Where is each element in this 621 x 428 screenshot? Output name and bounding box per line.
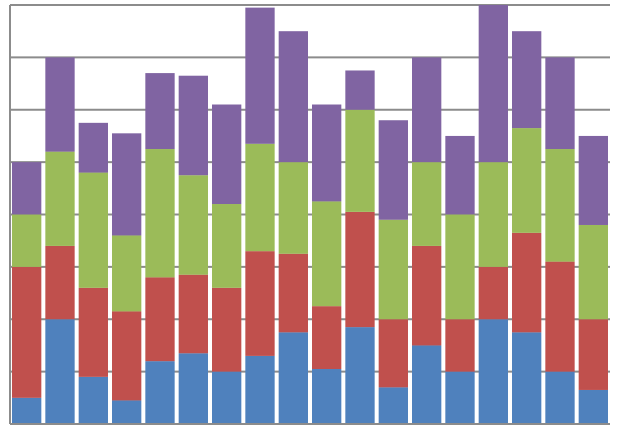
bar-segment-18-series-3 (578, 224, 608, 320)
bar-segment-11-series-2 (345, 211, 375, 328)
bar-segment-6-series-3 (178, 175, 208, 275)
bar-segment-1-series-1 (12, 397, 42, 424)
bar-segment-2-series-1 (45, 319, 75, 424)
bar-segment-1-series-2 (12, 266, 42, 398)
bar-segment-2-series-4 (45, 57, 75, 152)
bar-segment-16-series-3 (512, 128, 542, 233)
bar-segment-9-series-2 (278, 253, 308, 333)
bar-segment-15-series-1 (478, 319, 508, 424)
bar-segment-18-series-4 (578, 135, 608, 225)
bar-segment-3-series-3 (78, 172, 108, 288)
bar-segment-13-series-1 (412, 345, 442, 424)
bar-segment-18-series-1 (578, 389, 608, 424)
bar-segment-4-series-4 (112, 133, 142, 236)
bar-segment-8-series-4 (245, 7, 275, 144)
bar-segment-16-series-2 (512, 232, 542, 333)
bar-segment-17-series-3 (545, 149, 575, 262)
bar-segment-4-series-2 (112, 311, 142, 401)
bar-segment-2-series-2 (45, 245, 75, 320)
bar-segment-12-series-3 (378, 219, 408, 320)
bar-segment-13-series-3 (412, 162, 442, 246)
bar-segment-7-series-3 (212, 204, 242, 288)
bar-segment-10-series-1 (312, 369, 342, 424)
bar-segment-9-series-4 (278, 31, 308, 163)
bar-segment-6-series-4 (178, 75, 208, 176)
bar-segment-9-series-3 (278, 162, 308, 254)
bar-segment-7-series-2 (212, 287, 242, 372)
bar-segment-4-series-1 (112, 400, 142, 424)
bar-segment-16-series-4 (512, 31, 542, 129)
bar-segment-12-series-2 (378, 319, 408, 388)
bar-segment-15-series-2 (478, 266, 508, 320)
bar-segment-1-series-3 (12, 214, 42, 267)
bar-segment-8-series-2 (245, 251, 275, 356)
bar-segment-16-series-1 (512, 332, 542, 424)
bar-segment-3-series-4 (78, 122, 108, 173)
bar-segment-10-series-4 (312, 104, 342, 202)
bar-segment-17-series-2 (545, 261, 575, 372)
bar-segment-6-series-1 (178, 353, 208, 424)
bar-segment-3-series-2 (78, 287, 108, 377)
bar-segment-3-series-1 (78, 376, 108, 424)
bar-segment-17-series-1 (545, 371, 575, 425)
bar-segment-14-series-3 (445, 214, 475, 320)
bar-segment-14-series-1 (445, 371, 475, 425)
bar-segment-2-series-3 (45, 151, 75, 246)
bar-segment-11-series-3 (345, 109, 375, 212)
bar-segment-1-series-4 (12, 162, 42, 215)
bar-segment-12-series-1 (378, 387, 408, 424)
bar-segment-15-series-4 (478, 5, 508, 163)
bar-segment-13-series-2 (412, 245, 442, 346)
bar-segment-11-series-4 (345, 70, 375, 110)
bar-segment-10-series-3 (312, 201, 342, 307)
bar-segment-11-series-1 (345, 327, 375, 424)
bar-segment-18-series-2 (578, 319, 608, 390)
bar-segment-9-series-1 (278, 332, 308, 424)
bar-segment-5-series-1 (145, 361, 175, 424)
bars (12, 5, 608, 425)
bar-segment-15-series-3 (478, 162, 508, 267)
bar-segment-14-series-2 (445, 319, 475, 372)
bar-segment-8-series-3 (245, 143, 275, 252)
bar-segment-13-series-4 (412, 57, 442, 163)
bar-segment-5-series-3 (145, 149, 175, 278)
bar-segment-5-series-2 (145, 277, 175, 362)
bar-segment-14-series-4 (445, 135, 475, 215)
bar-segment-8-series-1 (245, 355, 275, 424)
bar-segment-10-series-2 (312, 306, 342, 370)
bar-segment-6-series-2 (178, 274, 208, 354)
bar-segment-4-series-3 (112, 235, 142, 312)
bar-segment-5-series-4 (145, 73, 175, 150)
bar-segment-7-series-4 (212, 104, 242, 205)
bar-segment-7-series-1 (212, 371, 242, 425)
bar-segment-17-series-4 (545, 57, 575, 150)
gridlines (10, 4, 610, 373)
bar-segment-12-series-4 (378, 120, 408, 220)
